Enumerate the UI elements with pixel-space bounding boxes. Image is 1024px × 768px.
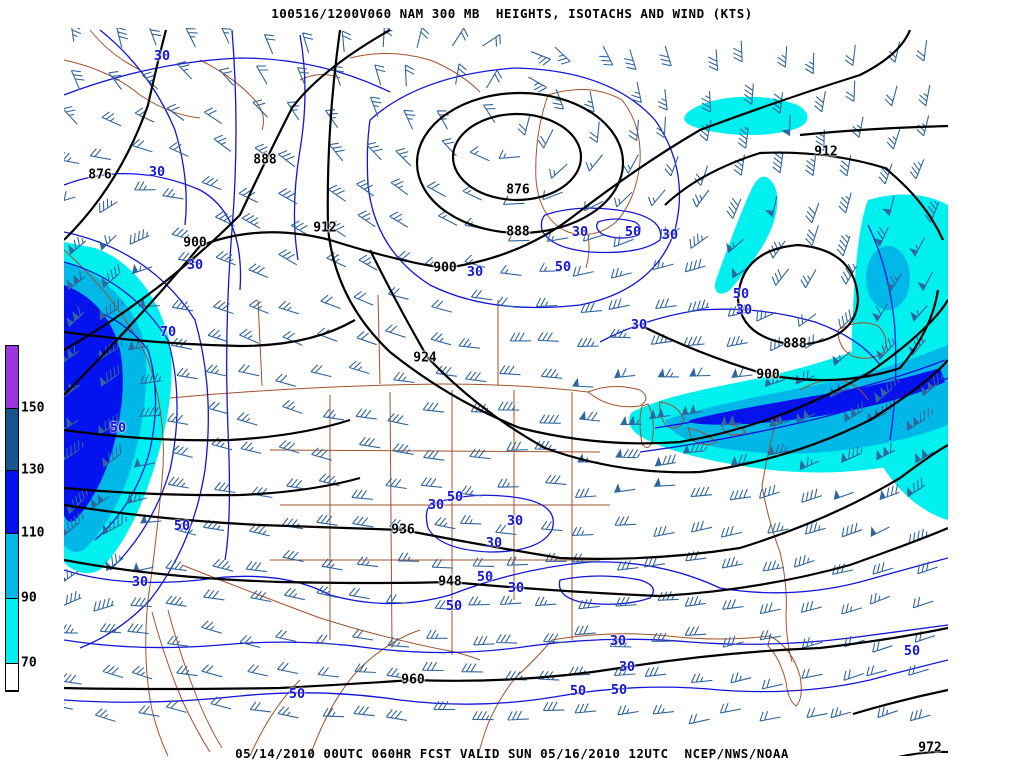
isotach-contour-label: 30 — [507, 580, 525, 596]
colorbar-tick-label: 90 — [21, 590, 37, 606]
isotach-contour-label: 50 — [903, 643, 921, 659]
height-contour-label: 960 — [401, 672, 425, 688]
isotach-colorbar: 150 130 110 90 70 — [5, 345, 49, 692]
colorbar-segment — [6, 599, 18, 664]
isotach-contour-label: 30 — [506, 513, 524, 529]
isotach-contour-label: 50 — [624, 224, 642, 240]
colorbar-segment — [6, 534, 18, 599]
isotach-contour-label: 30 — [618, 659, 636, 675]
isotach-contour-label: 30 — [609, 633, 627, 649]
height-contour-label: 900 — [183, 235, 207, 251]
height-contour-label: 912 — [313, 220, 337, 236]
isotach-contour-label: 30 — [153, 48, 171, 64]
height-contour-label: 972 — [918, 740, 942, 756]
colorbar-tick-label: 150 — [21, 400, 45, 416]
isotach-contour-label: 50 — [569, 683, 587, 699]
height-contour-label: 888 — [253, 152, 277, 168]
isotach-contour-label: 50 — [109, 420, 127, 436]
isotach-contour-label: 30 — [735, 302, 753, 318]
height-contour-label: 924 — [413, 350, 437, 366]
height-contour-label: 888 — [783, 336, 807, 352]
height-contour-label: 876 — [506, 182, 530, 198]
isotach-contour-label: 50 — [288, 686, 306, 702]
height-contour-label: 900 — [756, 367, 780, 383]
colorbar-bar — [5, 345, 19, 692]
isotach-contour-label: 50 — [732, 286, 750, 302]
isotach-contour-label: 50 — [445, 598, 463, 614]
isotach-contour-label: 30 — [148, 164, 166, 180]
isotach-contour-label: 30 — [661, 227, 679, 243]
height-contour-label: 948 — [438, 574, 462, 590]
height-contour-label: 876 — [88, 167, 112, 183]
isotach-contour-label: 70 — [159, 324, 177, 340]
colorbar-segment — [6, 471, 18, 534]
wind-barbs — [64, 28, 943, 725]
isotach-contour-label: 30 — [485, 535, 503, 551]
height-contours — [64, 29, 948, 756]
isotach-contour-label: 50 — [554, 259, 572, 275]
isotach-contour-label: 50 — [476, 569, 494, 585]
colorbar-segment — [6, 409, 18, 471]
colorbar-segment — [6, 346, 18, 409]
colorbar-tick-label: 70 — [21, 655, 37, 671]
isotach-contour-label: 30 — [186, 257, 204, 273]
chart-footer: 05/14/2010 00UTC 060HR FCST VALID SUN 05… — [235, 746, 789, 761]
isotach-contour-label: 50 — [446, 489, 464, 505]
colorbar-tick-label: 110 — [21, 525, 45, 541]
isotach-contour-label: 30 — [466, 264, 484, 280]
isotach-contour-label: 50 — [173, 518, 191, 534]
isotach-contour-label: 30 — [630, 317, 648, 333]
isotach-contour-label: 30 — [131, 574, 149, 590]
colorbar-tick-label: 130 — [21, 462, 45, 478]
chart-title: 100516/1200V060 NAM 300 MB HEIGHTS, ISOT… — [271, 6, 753, 21]
height-contour-label: 888 — [506, 224, 530, 240]
height-contour-label: 900 — [433, 260, 457, 276]
isotach-contour-label: 50 — [610, 682, 628, 698]
isotach-shading — [64, 96, 948, 574]
isotach-contour-label: 30 — [571, 224, 589, 240]
isotach-contour-label: 30 — [427, 497, 445, 513]
height-contour-label: 912 — [814, 144, 838, 160]
colorbar-segment — [6, 664, 18, 691]
height-contour-label: 936 — [391, 522, 415, 538]
